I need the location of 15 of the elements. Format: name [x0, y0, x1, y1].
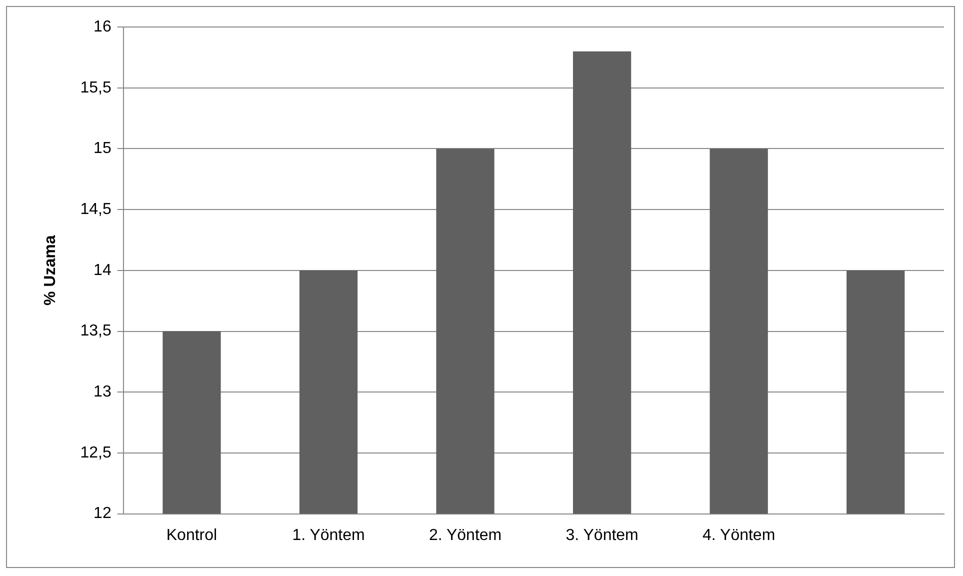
y-axis-title: % Uzama [42, 235, 60, 306]
y-tick-label: 13,5 [80, 322, 112, 340]
x-tick-label: 2. Yöntem [428, 526, 502, 544]
y-tick-label: 16 [94, 18, 112, 36]
y-tick-label: 15 [94, 140, 112, 158]
x-tick-label: 1. Yöntem [292, 526, 365, 544]
y-tick-label: 14 [94, 262, 112, 279]
x-tick-label: Kontrol [166, 526, 218, 544]
y-tick-label: 12 [94, 505, 112, 522]
y-tick-label: 15,5 [80, 79, 112, 96]
x-tick-label: 3. Yöntem [566, 526, 638, 544]
y-tick-label: 12,5 [80, 444, 112, 462]
y-tick-label: 13 [94, 384, 112, 401]
x-tick-label: 4. Yöntem [702, 526, 776, 544]
y-tick-label: 14,5 [80, 200, 112, 218]
